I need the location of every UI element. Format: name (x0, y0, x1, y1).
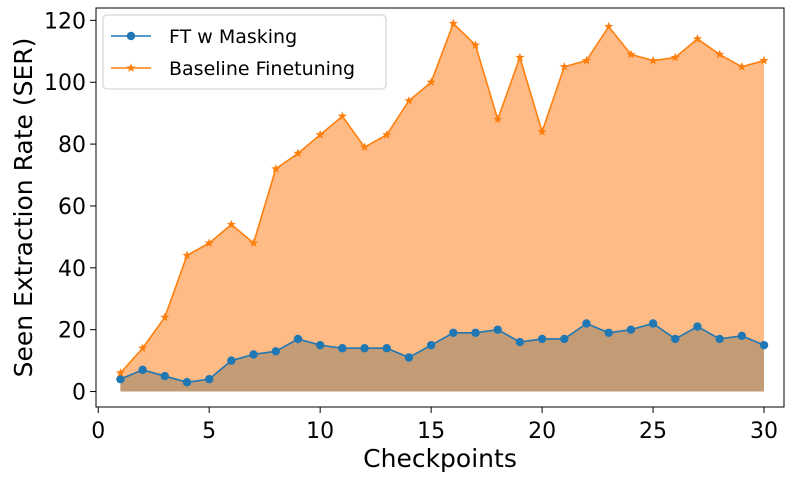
data-point (692, 34, 703, 43)
data-point (182, 250, 192, 260)
data-point (737, 61, 747, 71)
x-tick-label: 0 (91, 419, 105, 444)
x-axis-ticks: 0 5 10 15 20 25 30 (91, 407, 778, 444)
data-point (559, 61, 569, 71)
data-point (448, 18, 458, 28)
x-axis-title: Checkpoints (363, 444, 517, 473)
data-point (693, 322, 702, 331)
data-point (338, 344, 347, 353)
plot-frame (95, 7, 785, 408)
data-point (315, 340, 325, 350)
data-point (116, 374, 125, 384)
data-point (759, 55, 769, 65)
data-point (404, 95, 414, 105)
data-point (759, 340, 769, 350)
data-point (715, 49, 725, 59)
y-tick-label: 100 (44, 71, 86, 96)
data-point (515, 52, 525, 62)
x-tick-label: 5 (202, 419, 216, 444)
legend: FT w Masking Baseline Finetuning (102, 14, 387, 90)
data-point (449, 328, 458, 337)
y-tick-label: 60 (58, 195, 86, 220)
data-point (426, 340, 436, 350)
data-point (604, 21, 614, 31)
data-point (648, 319, 658, 328)
data-point (138, 343, 148, 353)
x-tick-label: 25 (639, 419, 667, 444)
series-markers (115, 18, 769, 387)
data-point (293, 334, 303, 344)
legend-label: Baseline Finetuning (169, 58, 355, 80)
y-tick-label: 0 (72, 381, 86, 406)
data-point (582, 319, 591, 328)
legend-label: FT w Masking (169, 26, 297, 48)
data-point (648, 55, 658, 65)
data-point (670, 52, 680, 62)
data-point (471, 328, 480, 337)
data-point (515, 337, 525, 347)
data-point (160, 312, 170, 322)
series-line-0 (120, 322, 765, 384)
y-axis-title: Seen Extraction Rate (SER) (9, 38, 38, 378)
data-point (204, 238, 214, 247)
area-fill-series-0 (120, 323, 765, 392)
x-tick-label: 10 (306, 419, 334, 444)
data-point (359, 142, 370, 152)
data-point (315, 130, 325, 139)
x-tick-label: 30 (750, 419, 778, 444)
y-tick-label: 20 (58, 319, 86, 344)
y-axis-ticks: 0 20 40 60 80 100 120 (44, 9, 96, 406)
data-point (581, 55, 592, 65)
y-tick-label: 40 (58, 257, 86, 282)
data-point (715, 334, 724, 344)
data-point (604, 328, 613, 337)
data-point (493, 114, 503, 124)
data-point (560, 334, 569, 344)
data-point (226, 219, 236, 229)
data-point (249, 350, 258, 359)
data-point (537, 126, 547, 136)
data-point (470, 40, 481, 49)
data-point (426, 77, 436, 87)
series-lines (119, 22, 765, 384)
legend-box (102, 14, 387, 90)
area-fill-series-1 (120, 23, 765, 392)
data-point (626, 49, 636, 59)
data-point (360, 344, 369, 353)
data-point (382, 130, 392, 139)
data-point (204, 374, 214, 384)
data-point (271, 347, 280, 356)
data-point (493, 325, 502, 334)
data-point (249, 238, 259, 247)
x-tick-label: 15 (417, 419, 445, 444)
x-tick-label: 20 (528, 419, 556, 444)
data-point (671, 334, 680, 344)
data-point (404, 353, 414, 362)
data-point (737, 331, 747, 341)
data-point (626, 325, 636, 334)
data-point (382, 344, 391, 353)
data-point (115, 368, 125, 377)
data-point (271, 164, 281, 173)
y-tick-label: 80 (58, 133, 86, 158)
data-point (293, 148, 303, 158)
data-point (160, 371, 169, 381)
series-line-1 (119, 22, 765, 374)
area-fills (120, 23, 765, 392)
data-point (182, 378, 192, 387)
legend-marker (126, 63, 136, 72)
legend-marker (126, 31, 136, 41)
data-point (337, 111, 347, 121)
data-point (537, 334, 547, 344)
y-tick-label: 120 (44, 9, 86, 34)
data-point (227, 356, 236, 365)
data-point (138, 365, 147, 375)
